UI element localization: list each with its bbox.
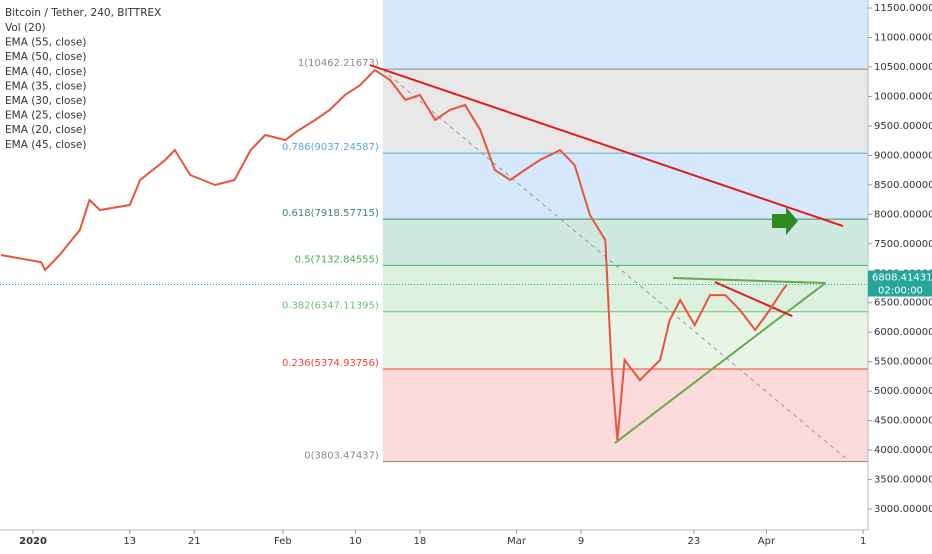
y-tick-label: 4000.00000 <box>874 445 932 456</box>
x-tick-label: 21 <box>188 536 201 547</box>
indicator-label: EMA (25, close) <box>5 110 87 122</box>
fib-zone <box>382 369 868 462</box>
y-tick-label: 6500.00000 <box>874 298 932 309</box>
x-tick-label: Feb <box>274 536 292 547</box>
y-tick-label: 11000.00000 <box>874 32 932 43</box>
arrow-icon <box>772 207 798 235</box>
y-tick-label: 7500.00000 <box>874 239 932 250</box>
last-price-box <box>868 270 932 297</box>
x-tick-label: 2020 <box>19 536 47 547</box>
indicator-label: EMA (55, close) <box>5 37 87 49</box>
indicator-label: EMA (20, close) <box>5 124 87 136</box>
indicator-label: EMA (50, close) <box>5 51 87 63</box>
y-tick-label: 6000.00000 <box>874 327 932 338</box>
x-tick-label: 18 <box>414 536 427 547</box>
fib-label: 1(10462.21673) <box>298 58 379 69</box>
fib-label: 0.786(9037.24587) <box>282 142 379 153</box>
fib-zone <box>382 69 868 154</box>
price-line <box>0 68 788 441</box>
trendline <box>382 69 851 463</box>
x-tick-label: 13 <box>123 536 136 547</box>
x-tick-label: 1 <box>860 536 866 547</box>
fib-zone <box>382 219 868 266</box>
last-price-label: 6808.41431 <box>872 273 932 284</box>
trendline <box>714 281 793 317</box>
y-tick-label: 8500.00000 <box>874 180 932 191</box>
x-tick-label: 23 <box>688 536 701 547</box>
trendline <box>614 282 826 444</box>
y-tick-label: 9500.00000 <box>874 121 932 132</box>
y-tick-label: 5500.00000 <box>874 357 932 368</box>
y-tick-label: 10500.00000 <box>874 62 932 73</box>
indicator-label: EMA (30, close) <box>5 95 87 107</box>
y-tick-label: 3000.00000 <box>874 504 932 515</box>
trendline <box>672 277 826 285</box>
y-tick-label: 11500.00000 <box>874 3 932 14</box>
fib-label: 0(3803.47437) <box>304 451 379 462</box>
last-price-timer: 02:00:00 <box>878 286 923 297</box>
x-tick-label: Mar <box>507 536 527 547</box>
y-tick-label: 5000.00000 <box>874 386 932 397</box>
y-tick-label: 10000.00000 <box>874 91 932 102</box>
trendline <box>369 64 844 227</box>
fib-label: 0.5(7132.84555) <box>295 254 379 265</box>
chart-title: Bitcoin / Tether, 240, BITTREX <box>5 7 161 19</box>
fib-label: 0.236(5374.93756) <box>282 358 379 369</box>
y-tick-label: 3500.00000 <box>874 475 932 486</box>
y-tick-label: 4500.00000 <box>874 416 932 427</box>
fib-label: 0.618(7918.57715) <box>282 208 379 219</box>
plot-area: 1(10462.21673) 0.786(9037.24587) 0.618(791… <box>0 0 868 463</box>
x-tick-label: Apr <box>758 536 776 547</box>
indicator-label: Vol (20) <box>5 22 46 34</box>
indicator-label: EMA (35, close) <box>5 80 87 92</box>
y-tick-label: 9000.00000 <box>874 150 932 161</box>
y-tick-label: 8000.00000 <box>874 209 932 220</box>
x-tick-label: 9 <box>578 536 584 547</box>
fib-zone <box>382 265 868 312</box>
indicator-label: EMA (40, close) <box>5 66 87 78</box>
fib-label: 0.382(6347.11395) <box>282 301 379 312</box>
fib-zone <box>382 0 868 70</box>
x-tick-label: 10 <box>349 536 362 547</box>
indicator-label: EMA (45, close) <box>5 139 87 151</box>
fib-zone <box>382 153 868 220</box>
